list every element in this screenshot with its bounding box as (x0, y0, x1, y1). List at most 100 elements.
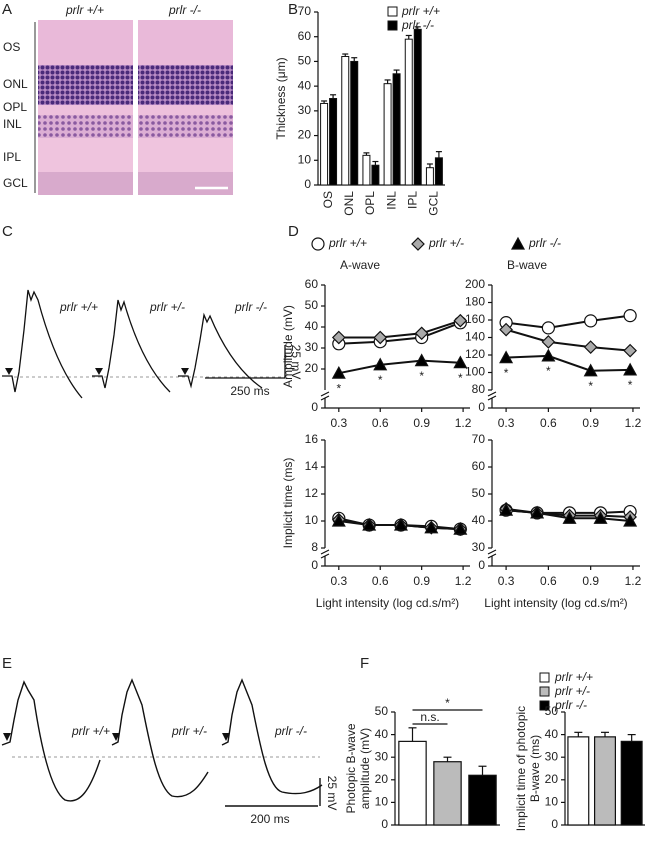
y-tick-label: 40 (375, 727, 389, 741)
x-tick-label: 1.2 (455, 416, 472, 430)
marker (584, 314, 598, 328)
y-tick-label: 20 (375, 772, 389, 786)
marker (373, 330, 388, 345)
marker (530, 505, 545, 519)
marker (562, 511, 577, 524)
y-tick-label: 40 (545, 727, 559, 741)
y-tick-label: 30 (375, 749, 389, 763)
marker (623, 343, 637, 358)
x-tick-label: 0.9 (413, 416, 430, 430)
bar (350, 60, 359, 186)
x-tick-label: 1.2 (625, 574, 642, 588)
x-tick-label: OS (321, 191, 335, 208)
marker (499, 350, 514, 364)
y-tick-label: 30 (472, 540, 486, 554)
significance-label: * (458, 371, 463, 385)
series-line (338, 321, 461, 345)
significance-label: * (546, 364, 551, 378)
x-tick-label: ONL (342, 191, 356, 216)
scale-label: 25 mV (289, 345, 303, 380)
layer-label: OS (3, 40, 20, 54)
erg-trace (92, 299, 171, 393)
trace-label: prlr +/- (171, 724, 207, 738)
chart-title: A-wave (340, 258, 380, 272)
bar (371, 164, 380, 186)
x-tick-label: IPL (405, 191, 419, 209)
panel-label: C (2, 223, 13, 240)
y-tick-label: 40 (298, 78, 312, 92)
y-tick-label: 160 (465, 312, 485, 326)
marker (541, 348, 556, 362)
x-tick-label: OPL (363, 191, 377, 215)
y-tick-label: 60 (298, 29, 312, 43)
marker (311, 237, 325, 251)
panel-label: D (288, 223, 299, 240)
x-tick-label: 0.3 (330, 416, 347, 430)
x-tick-label: 1.2 (625, 416, 642, 430)
y-tick-label: 30 (305, 340, 319, 354)
bar (341, 55, 350, 186)
x-axis-label: Light intensity (log cd.s/m²) (484, 596, 627, 610)
x-tick-label: GCL (427, 191, 441, 216)
legend-swatch (387, 6, 398, 17)
erg-trace (1, 680, 101, 802)
marker (499, 322, 513, 337)
bar (433, 761, 462, 826)
y-tick-label: 20 (298, 128, 312, 142)
y-tick-label: 60 (472, 459, 486, 473)
y-tick-label: 50 (472, 486, 486, 500)
significance-label: n.s. (420, 710, 439, 724)
significance-label: * (419, 369, 424, 383)
y-tick-label: 70 (298, 4, 312, 18)
layer-label: IPL (3, 150, 21, 164)
y-tick-label: 20 (545, 772, 559, 786)
series-line (338, 319, 461, 339)
scale-label: 250 ms (230, 384, 269, 398)
series-line (506, 354, 631, 372)
layer-label: OPL (3, 100, 27, 114)
y-axis-label: Thickness (μm) (274, 57, 288, 139)
marker (411, 237, 425, 251)
bar (425, 167, 434, 186)
y-tick-label: 16 (305, 432, 319, 446)
bar (329, 98, 338, 186)
marker (393, 517, 408, 531)
marker (331, 330, 346, 345)
trace-label: prlr +/+ (71, 724, 110, 738)
trace-label: prlr +/+ (59, 300, 98, 314)
erg-trace (111, 678, 209, 798)
photo (38, 20, 133, 195)
x-tick-label: 0.6 (540, 574, 557, 588)
bar (320, 102, 329, 186)
scale-label: 25 mV (325, 776, 339, 811)
bar (468, 774, 497, 826)
marker (541, 321, 555, 335)
marker (362, 517, 377, 531)
marker (453, 355, 468, 369)
y-tick-label: 50 (305, 298, 319, 312)
y-tick-label: 0 (311, 558, 318, 572)
bar (398, 740, 427, 826)
stimulus-marker (5, 368, 189, 375)
marker (593, 511, 608, 524)
y-tick-label: 12 (305, 486, 319, 500)
y-tick-label: 200 (465, 277, 485, 291)
y-tick-label: 50 (298, 54, 312, 68)
erg-trace (2, 289, 83, 399)
marker (583, 340, 598, 354)
y-axis-label: Implicit time of photopic (514, 706, 528, 831)
bar (362, 154, 371, 186)
series-line (338, 359, 461, 375)
y-tick-label: 60 (305, 277, 319, 291)
y-tick-label: 120 (465, 347, 485, 361)
y-tick-label: 10 (305, 513, 319, 527)
y-axis-label: B-wave (ms) (528, 735, 542, 802)
y-tick-label: 180 (465, 295, 485, 309)
stimulus-marker (3, 733, 230, 741)
x-tick-label: 0.6 (372, 416, 389, 430)
significance-label: * (588, 379, 593, 393)
bar (620, 740, 643, 826)
x-tick-label: 0.3 (330, 574, 347, 588)
bar (593, 736, 616, 826)
